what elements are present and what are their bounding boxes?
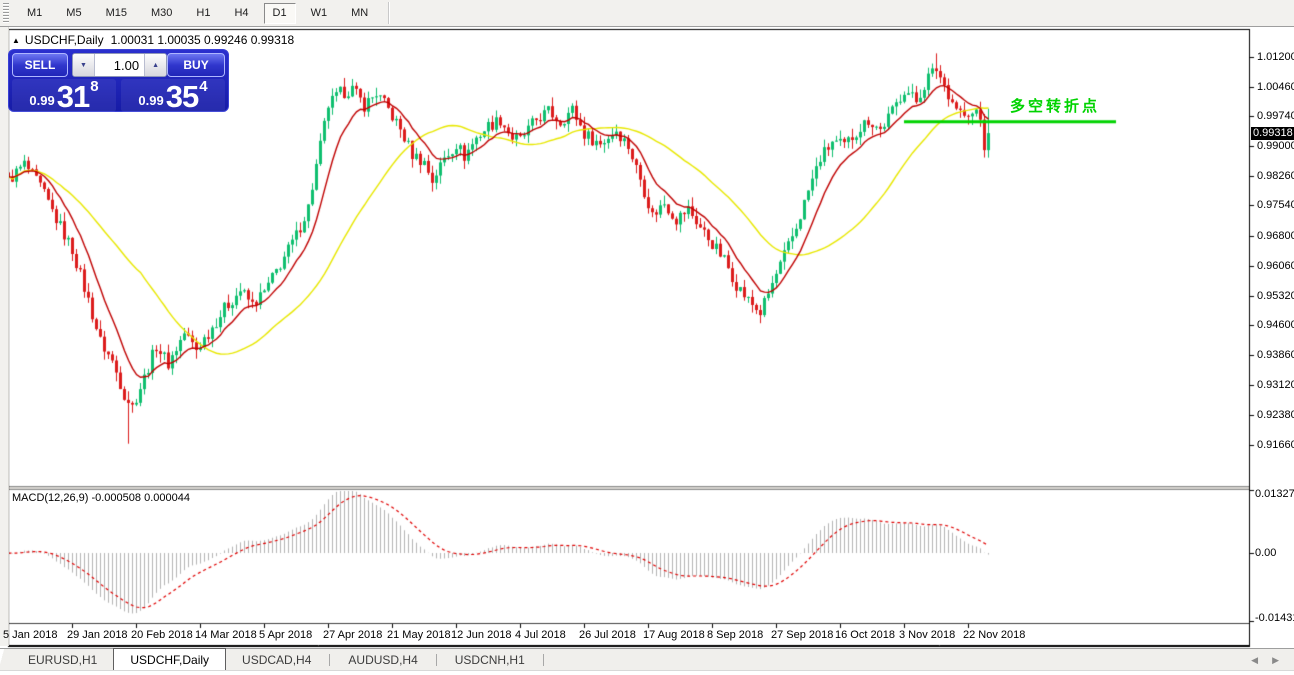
tab-separator (435, 654, 437, 666)
arrow-down-icon: ▼ (79, 61, 87, 69)
tab-usdchf-daily[interactable]: USDCHF,Daily (113, 648, 227, 671)
price-axis-label: 0.91660 (1257, 439, 1294, 451)
toolbar-grip-handle[interactable] (3, 3, 9, 23)
price-axis-label: 0.94600 (1257, 319, 1294, 331)
date-axis-label: 5 Apr 2018 (259, 629, 313, 641)
tabbar-notch (0, 649, 12, 671)
date-axis-label: 29 Jan 2018 (67, 629, 128, 641)
tab-usdcnh-h1[interactable]: USDCNH,H1 (454, 653, 525, 667)
price-axis-label: 1.00460 (1257, 81, 1294, 93)
tab-scroll-left-button[interactable]: ◀ (1251, 654, 1259, 665)
date-axis-label: 27 Sep 2018 (771, 629, 834, 641)
price-axis-label: 0.96060 (1257, 260, 1294, 272)
volume-decrease-button[interactable]: ▼ (72, 54, 95, 76)
sell-price-display[interactable]: 0.99 31 8 (12, 79, 116, 112)
timeframe-button-h1[interactable]: H1 (196, 6, 211, 19)
price-axis-label: 1.01200 (1257, 51, 1294, 63)
date-axis-label: 16 Oct 2018 (835, 629, 895, 641)
tab-scroll-controls: ◀ ▶ (1244, 649, 1294, 671)
price-axis-label: 0.98260 (1257, 170, 1294, 182)
dock-splitter[interactable] (0, 27, 9, 646)
toolbar-separator (388, 2, 391, 24)
price-axis-label: 0.93120 (1257, 379, 1294, 391)
buy-button[interactable]: BUY (167, 53, 226, 77)
date-axis-label: 21 May 2018 (387, 629, 451, 641)
chart-tab-bar: EURUSD,H1 USDCHF,Daily USDCAD,H4 AUDUSD,H4 U… (0, 648, 1294, 671)
buy-price-pips: 35 (165, 79, 199, 114)
date-axis-label: 22 Nov 2018 (963, 629, 1026, 641)
macd-axis-label: 0.00 (1255, 547, 1277, 559)
date-axis-label: 20 Feb 2018 (131, 629, 193, 641)
chart-tabs: EURUSD,H1 USDCHF,Daily USDCAD,H4 AUDUSD,H4 U… (12, 648, 546, 671)
price-axis-label: 0.95320 (1257, 290, 1294, 302)
collapse-arrow-icon[interactable]: ▲ (12, 36, 20, 45)
macd-axis-label: -0.01431 (1255, 612, 1294, 624)
price-axis-label: 0.93860 (1257, 349, 1294, 361)
sell-price-prefix: 0.99 (29, 93, 55, 108)
buy-price-display[interactable]: 0.99 35 4 (121, 79, 225, 112)
timeframe-toolbar: M1 M5 M15 M30 H1 H4 D1 W1 MN (0, 0, 1294, 27)
chart-title: ▲ USDCHF,Daily 1.00031 1.00035 0.99246 0.9… (12, 33, 294, 47)
sell-price-point: 8 (90, 78, 99, 95)
timeframe-button-m1[interactable]: M1 (27, 6, 43, 19)
status-strip (0, 670, 1294, 675)
date-axis-label: 4 Jul 2018 (515, 629, 566, 641)
annotation-text[interactable]: 多空转折点 (1010, 98, 1101, 115)
date-axis-label: 17 Aug 2018 (643, 629, 705, 641)
timeframe-buttons: M1 M5 M15 M30 H1 H4 D1 W1 MN (15, 2, 380, 24)
date-axis-label: 3 Nov 2018 (899, 629, 956, 641)
macd-indicator-label: MACD(12,26,9) -0.000508 0.000044 (12, 492, 190, 504)
tab-scroll-right-button[interactable]: ▶ (1272, 654, 1279, 665)
tab-audusd-h4[interactable]: AUDUSD,H4 (348, 653, 418, 667)
date-axis-label: 12 Jun 2018 (451, 629, 512, 641)
current-price-badge: 0.99318 (1251, 127, 1294, 140)
timeframe-button-d1[interactable]: D1 (263, 2, 296, 24)
arrow-up-icon: ▲ (152, 61, 160, 69)
tab-separator (542, 654, 544, 666)
tab-usdcad-h4[interactable]: USDCAD,H4 (242, 653, 312, 667)
timeframe-button-m15[interactable]: M15 (105, 6, 127, 19)
timeframe-button-m5[interactable]: M5 (66, 6, 82, 19)
one-click-trading-panel: SELL ▼ 1.00 ▲ BUY 0.99 31 8 0.99 35 4 (8, 49, 229, 112)
price-axis-label: 0.99000 (1257, 140, 1294, 152)
date-axis-label: 14 Mar 2018 (195, 629, 257, 641)
tab-eurusd-h1[interactable]: EURUSD,H1 (28, 653, 98, 667)
price-axis-label: 0.96800 (1257, 230, 1294, 242)
timeframe-button-h4[interactable]: H4 (234, 6, 249, 19)
volume-input[interactable]: 1.00 (94, 54, 145, 76)
timeframe-button-m30[interactable]: M30 (150, 6, 173, 19)
timeframe-button-w1[interactable]: W1 (310, 6, 328, 19)
price-axis-label: 0.99740 (1257, 110, 1294, 122)
buy-price-point: 4 (199, 78, 208, 95)
price-axis-label: 0.92380 (1257, 409, 1294, 421)
date-axis-label: 8 Sep 2018 (707, 629, 764, 641)
sell-button[interactable]: SELL (12, 53, 68, 77)
volume-control: ▼ 1.00 ▲ (71, 53, 168, 77)
buy-price-prefix: 0.99 (138, 93, 164, 108)
timeframe-button-mn[interactable]: MN (351, 6, 369, 19)
chart-symbol-label: USDCHF,Daily (24, 33, 104, 47)
date-axis-label: 27 Apr 2018 (323, 629, 383, 641)
date-axis-label: 5 Jan 2018 (3, 629, 58, 641)
macd-axis-label: 0.01327 (1255, 488, 1294, 500)
volume-increase-button[interactable]: ▲ (144, 54, 167, 76)
date-axis-label: 26 Jul 2018 (579, 629, 636, 641)
sell-price-pips: 31 (56, 79, 90, 114)
tab-separator (329, 654, 331, 666)
chart-ohlc-values: 1.00031 1.00035 0.99246 0.99318 (110, 33, 295, 47)
price-axis-label: 0.97540 (1257, 199, 1294, 211)
